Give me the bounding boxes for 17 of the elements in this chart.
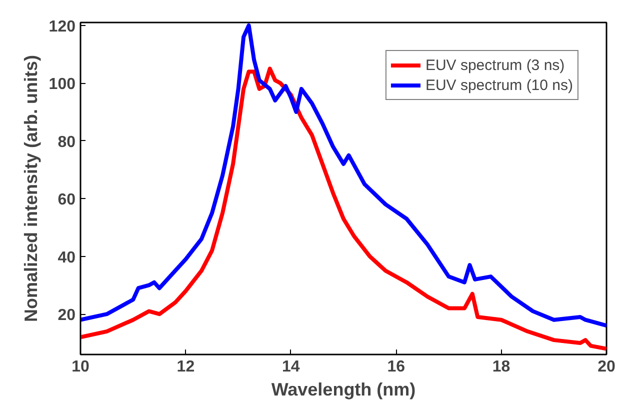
y-tick-label: 100 [48, 76, 76, 94]
y-tick-label: 40 [58, 249, 76, 266]
y-tick-label: 120 [48, 18, 76, 36]
legend-label: EUV spectrum (10 ns) [425, 76, 573, 94]
x-tick-label: 12 [176, 358, 195, 376]
y-tick-label: 80 [58, 134, 76, 151]
y-axis-title: Nomalized intensity (arb. units) [20, 54, 41, 322]
x-tick-label: 10 [72, 358, 90, 376]
x-tick-label: 18 [492, 358, 510, 376]
y-tick-label: 20 [58, 307, 76, 324]
legend-label: EUV spectrum (3 ns) [425, 56, 565, 74]
y-tick-label: 60 [58, 192, 76, 209]
x-tick-label: 16 [387, 358, 406, 376]
x-axis-title: Wavelength (nm) [271, 380, 416, 400]
x-tick-label: 14 [282, 358, 300, 376]
x-tick-label: 20 [598, 358, 616, 376]
line-series [80, 23, 606, 328]
